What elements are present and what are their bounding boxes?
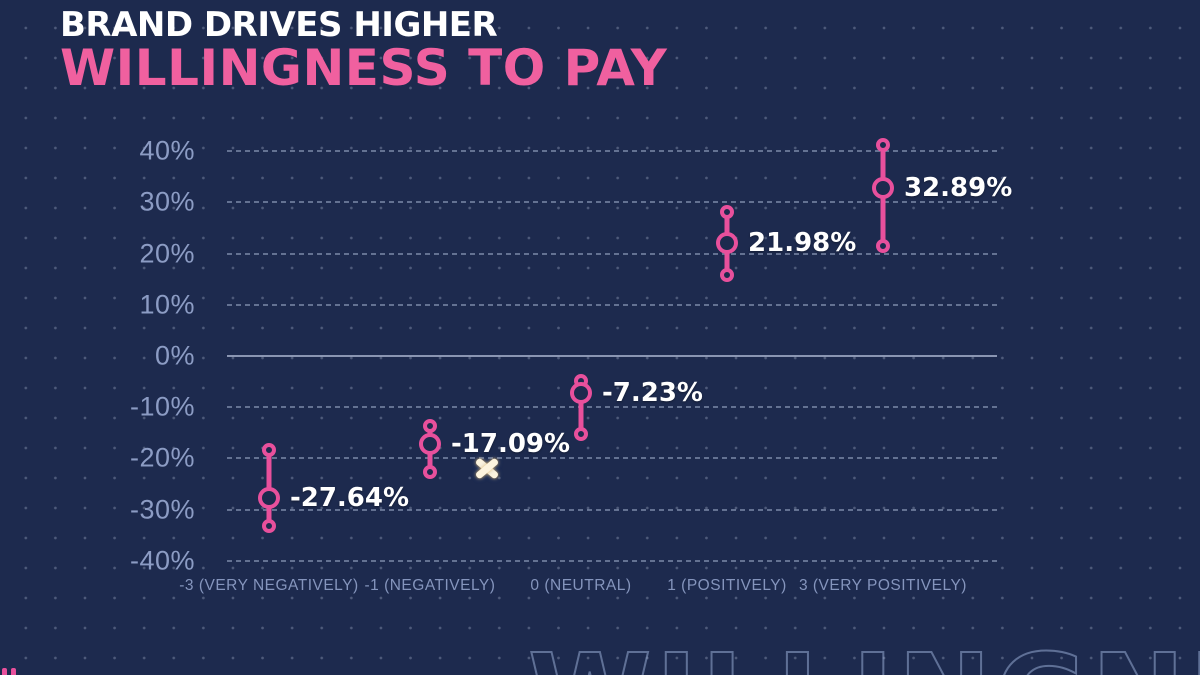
y-tick-label: 0% — [154, 340, 195, 371]
range-low-marker — [720, 267, 735, 282]
gridline — [227, 457, 997, 460]
value-marker — [569, 382, 592, 405]
x-tick-label: 0 (NEUTRAL) — [530, 577, 632, 594]
x-tick-label: 3 (VERY POSITIVELY) — [798, 577, 967, 594]
x-tick-label: -1 (NEGATIVELY) — [364, 577, 496, 594]
y-tick-label: -40% — [129, 545, 195, 576]
value-label: -27.64% — [289, 482, 410, 513]
range-low-marker — [261, 519, 276, 534]
y-tick-label: 40% — [139, 135, 195, 166]
y-tick-label: 20% — [139, 238, 195, 269]
value-label: 32.89% — [903, 172, 1013, 203]
range-bar — [578, 380, 584, 435]
range-high-marker — [261, 442, 276, 457]
gridline — [227, 303, 997, 306]
value-label: -7.23% — [601, 378, 703, 409]
chart-title: BRAND DRIVES HIGHER WILLINGNESS TO PAY — [60, 8, 667, 93]
range-low-marker — [422, 465, 437, 480]
range-high-marker — [422, 418, 437, 433]
value-marker — [418, 432, 441, 455]
y-tick-label: 30% — [139, 186, 195, 217]
y-tick-label: -20% — [129, 442, 195, 473]
value-label: 21.98% — [748, 228, 857, 259]
zero-gridline — [227, 355, 997, 357]
gridline — [227, 201, 997, 204]
range-low-marker — [573, 427, 588, 442]
range-low-marker — [875, 239, 890, 254]
gridline — [227, 559, 997, 562]
range-high-marker — [875, 137, 890, 152]
value-marker — [257, 486, 280, 509]
clipped-pink-text-artifact — [2, 668, 22, 675]
chart-title-line1: BRAND DRIVES HIGHER — [60, 5, 498, 45]
y-tick-label: 10% — [139, 289, 195, 320]
chart-title-line2: WILLINGNESS TO PAY — [60, 38, 668, 97]
gridline — [227, 508, 997, 511]
value-label: -17.09% — [450, 428, 571, 459]
gridline — [227, 150, 997, 153]
value-marker — [716, 232, 739, 255]
x-cursor-icon — [473, 455, 501, 481]
gridline — [227, 406, 997, 409]
watermark-text: WILLINGNESS TO PAY — [527, 639, 1200, 675]
x-tick-label: 1 (POSITIVELY) — [667, 577, 787, 594]
y-tick-label: -10% — [129, 391, 195, 422]
x-tick-label: -3 (VERY NEGATIVELY) — [179, 577, 359, 594]
value-marker — [871, 176, 894, 199]
range-high-marker — [720, 204, 735, 219]
gridline — [227, 252, 997, 255]
y-tick-label: -30% — [129, 494, 195, 525]
